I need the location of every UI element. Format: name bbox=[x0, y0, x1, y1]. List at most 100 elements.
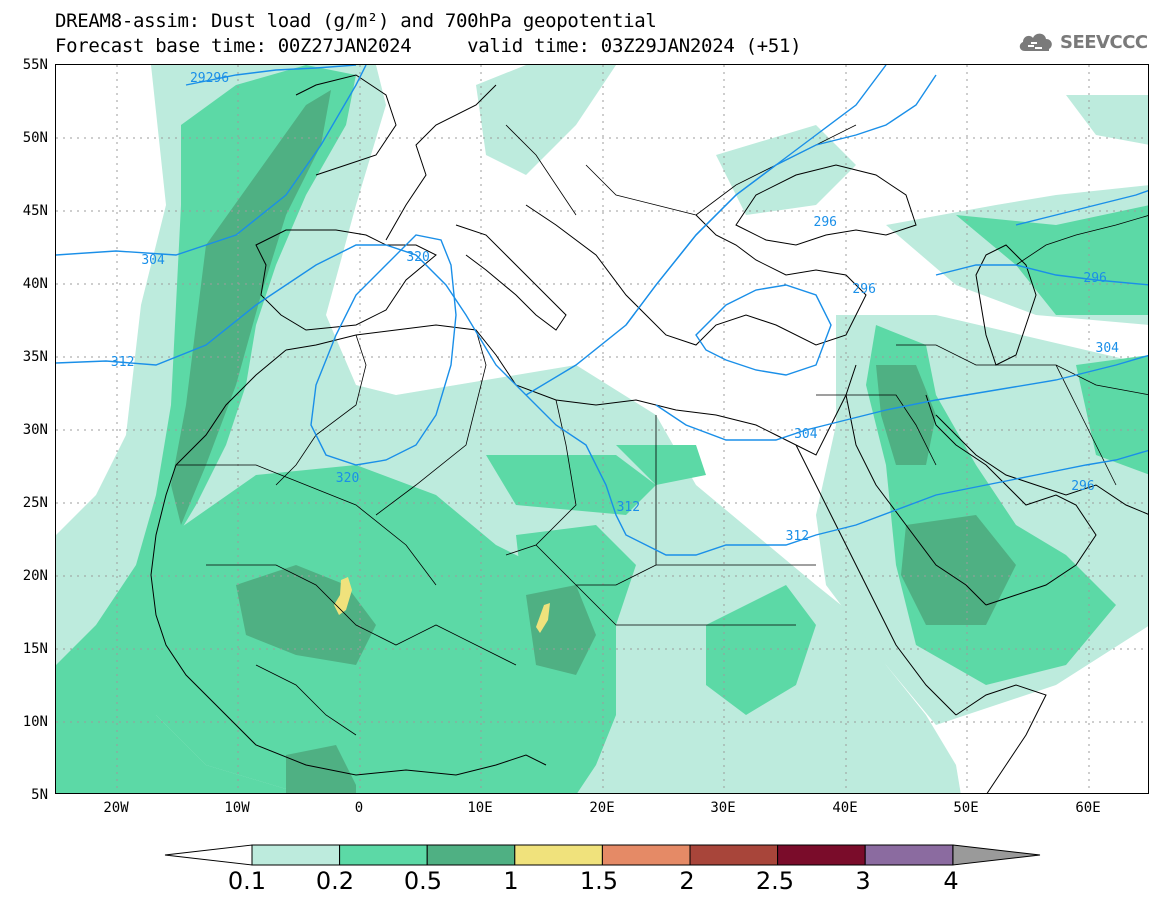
map-canvas bbox=[56, 65, 1148, 793]
map-area: 29296 304 312 320 320 312 312 304 304 296 296 296 29… bbox=[55, 64, 1149, 794]
contour-label: 312 bbox=[785, 529, 810, 545]
dust-medium-libya bbox=[486, 455, 656, 515]
colorbar-under-triangle bbox=[164, 844, 253, 866]
colorbar-label: 4 bbox=[943, 867, 959, 895]
colorbar-box bbox=[514, 844, 603, 866]
coast-black-sea bbox=[735, 164, 917, 246]
graticule bbox=[56, 65, 1148, 793]
contour-label: 304 bbox=[794, 426, 818, 442]
coast-horn bbox=[955, 684, 1047, 793]
lon-label: 50E bbox=[953, 800, 979, 816]
seevccc-logo: SEEVCCC bbox=[1016, 26, 1148, 58]
contour-312-west bbox=[56, 244, 1148, 556]
lat-label: 20N bbox=[22, 568, 48, 584]
lat-label: 45N bbox=[22, 203, 48, 219]
coast-west-africa bbox=[150, 349, 547, 776]
lon-label: 10E bbox=[467, 800, 493, 816]
lon-label: 10W bbox=[224, 800, 250, 816]
contour-label: 320 bbox=[406, 250, 430, 266]
contour-296-west bbox=[185, 65, 357, 86]
colorbar-box bbox=[864, 844, 954, 866]
colorbar-box bbox=[777, 844, 866, 866]
contour-label: 312 bbox=[616, 499, 641, 515]
dust-dense-atlantic bbox=[171, 90, 331, 525]
lon-label: 60E bbox=[1075, 800, 1101, 816]
contour-label: 29296 bbox=[189, 70, 230, 86]
colorbar-label: 2 bbox=[679, 867, 695, 895]
lat-label: 10N bbox=[22, 714, 48, 730]
dust-high-chad bbox=[536, 603, 550, 633]
colorbar-box bbox=[251, 844, 341, 866]
colorbar-label: 0.2 bbox=[315, 867, 355, 895]
lat-label: 5N bbox=[31, 787, 48, 803]
colorbar-label: 0.5 bbox=[403, 867, 443, 895]
lat-label: 25N bbox=[22, 495, 48, 511]
contour-304-west bbox=[56, 65, 367, 256]
colorbar bbox=[164, 844, 1041, 866]
lat-label: 40N bbox=[22, 276, 48, 292]
colorbar-label: 2.5 bbox=[755, 867, 795, 895]
coast-balkans bbox=[525, 204, 867, 346]
dust-dense-iraq bbox=[876, 365, 936, 465]
lat-label: 15N bbox=[22, 641, 48, 657]
dust-medium-egypt bbox=[616, 445, 706, 485]
map-title: DREAM8-assim: Dust load (g/m²) and 700hP… bbox=[55, 10, 657, 32]
contour-296-northeast bbox=[1015, 189, 1148, 226]
colorbar-label: 3 bbox=[855, 867, 871, 895]
contour-296-east bbox=[625, 74, 937, 326]
dust-high-mali bbox=[334, 577, 352, 615]
colorbar-box bbox=[426, 844, 516, 866]
contour-label: 312 bbox=[110, 355, 135, 371]
contour-296-caucasus bbox=[935, 264, 1148, 286]
dust-dense-arabia bbox=[901, 515, 1016, 625]
contour-label: 296 bbox=[1071, 479, 1095, 495]
contour-label: 304 bbox=[141, 253, 165, 269]
colorbar-label: 0.1 bbox=[227, 867, 267, 895]
contour-label: 320 bbox=[335, 470, 360, 486]
coast-iberia bbox=[255, 229, 437, 331]
contour-label: 296 bbox=[852, 282, 876, 298]
dust-light-black-sea bbox=[716, 125, 856, 215]
cloud-icon bbox=[1019, 33, 1052, 51]
contour-label: 304 bbox=[1095, 340, 1120, 356]
dust-light-europe bbox=[476, 65, 616, 175]
coast-caspian bbox=[975, 244, 1037, 366]
lon-label: 20E bbox=[589, 800, 615, 816]
lat-label: 35N bbox=[22, 349, 48, 365]
dust-medium-iran bbox=[1076, 355, 1148, 475]
contour-320 bbox=[310, 234, 457, 466]
dust-medium-caspian bbox=[956, 205, 1148, 315]
lon-label: 30E bbox=[710, 800, 736, 816]
dust-medium-sahara-west bbox=[156, 465, 616, 793]
contour-296-turkey bbox=[695, 284, 832, 376]
lat-label: 55N bbox=[22, 57, 48, 73]
colorbar-label: 1.5 bbox=[579, 867, 619, 895]
dust-dense-layer bbox=[171, 90, 1016, 793]
contour-label: 296 bbox=[813, 215, 837, 231]
colorbar-box bbox=[601, 844, 691, 866]
lat-label: 50N bbox=[22, 130, 48, 146]
coast-red-sea bbox=[795, 394, 987, 716]
coast-france-uk bbox=[295, 74, 497, 241]
contour-304-south bbox=[655, 354, 1148, 441]
coast-arabia bbox=[925, 394, 1097, 606]
colorbar-over-triangle bbox=[952, 844, 1041, 866]
colorbar-box bbox=[339, 844, 428, 866]
dust-light-north-east bbox=[1066, 95, 1148, 145]
coastlines bbox=[150, 74, 1148, 793]
logo-text: SEEVCCC bbox=[1060, 31, 1148, 53]
lon-label: 0 bbox=[354, 800, 364, 816]
lon-label: 20W bbox=[103, 800, 129, 816]
dust-dense-guinea bbox=[286, 745, 356, 793]
colorbar-box bbox=[689, 844, 779, 866]
contour-label: 296 bbox=[1083, 270, 1107, 286]
map-subtitle: Forecast base time: 00Z27JAN2024 valid t… bbox=[55, 35, 802, 57]
dust-medium-sudan bbox=[706, 585, 816, 715]
coast-italy bbox=[455, 224, 567, 331]
lon-label: 40E bbox=[832, 800, 858, 816]
coast-persian-gulf bbox=[935, 414, 1148, 515]
colorbar-label: 1 bbox=[503, 867, 519, 895]
dust-high-layer bbox=[334, 577, 550, 633]
geopotential-contours bbox=[56, 65, 1148, 556]
lat-label: 30N bbox=[22, 422, 48, 438]
